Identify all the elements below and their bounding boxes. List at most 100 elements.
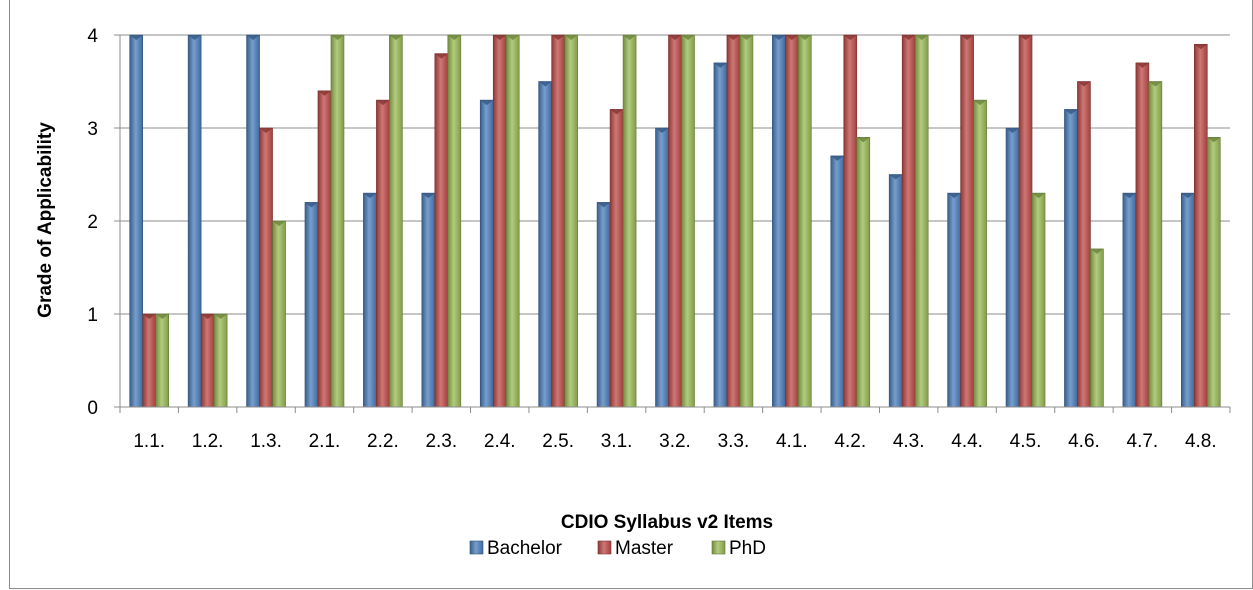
bar-cap	[304, 202, 318, 208]
bar-master-4.1.	[785, 34, 799, 408]
bar-cap	[447, 35, 461, 40]
y-tick-label: 4	[87, 26, 98, 47]
bar-phd-4.8.	[1206, 137, 1221, 408]
bar-master-4.4.	[960, 34, 974, 408]
bar-bachelor-2.4.	[479, 99, 494, 408]
x-tick-label: 2.1.	[309, 431, 341, 452]
bar-master-4.2.	[843, 34, 858, 408]
bar-cap	[597, 202, 611, 208]
bar-phd-3.3.	[739, 34, 754, 408]
bar-master-4.5.	[1018, 34, 1033, 408]
x-tick-label: 4.6.	[1068, 431, 1100, 452]
bar-bachelor-2.5.	[538, 81, 552, 408]
x-tick-label: 4.4.	[951, 431, 983, 452]
bar-master-2.2.	[376, 99, 390, 408]
bar-phd-4.3.	[914, 34, 929, 408]
x-tick-label: 2.4.	[484, 431, 516, 452]
bar-cap	[1122, 193, 1136, 199]
bar-cap	[317, 90, 331, 96]
x-tick-label: 4.8.	[1185, 431, 1217, 452]
bar-cap	[272, 221, 286, 226]
bar-master-2.1.	[317, 90, 332, 408]
bar-master-3.2.	[668, 34, 682, 408]
y-tick-label: 3	[87, 119, 98, 140]
bar-cap	[655, 128, 669, 133]
x-tick-label: 1.3.	[250, 431, 282, 452]
bar-cap	[214, 314, 228, 319]
x-tick-label: 3.2.	[659, 431, 691, 452]
bar-cap	[1077, 81, 1091, 87]
bar-cap	[480, 100, 494, 106]
bar-cap	[389, 35, 403, 40]
legend-label-master: Master	[615, 538, 674, 559]
bar-cap	[1135, 62, 1149, 68]
bar-bachelor-3.3.	[713, 62, 728, 408]
bar-cap	[551, 35, 565, 40]
x-tick-label: 4.5.	[1010, 431, 1042, 452]
x-tick-label: 1.2.	[192, 431, 224, 452]
bar-phd-1.3.	[272, 220, 286, 408]
bar-cap	[681, 35, 695, 40]
x-tick-label: 4.7.	[1127, 431, 1159, 452]
x-tick-label: 1.1.	[133, 431, 165, 452]
bar-bachelor-4.8.	[1180, 192, 1195, 408]
bar-cap	[330, 35, 344, 40]
bar-cap	[623, 35, 637, 40]
bar-bachelor-4.1.	[772, 34, 786, 408]
bar-cap	[902, 35, 916, 40]
bar-cap	[1194, 44, 1208, 50]
bar-master-4.3.	[901, 34, 916, 408]
bar-master-3.1.	[609, 109, 624, 408]
bar-phd-2.1.	[330, 34, 345, 408]
bar-cap	[1207, 137, 1221, 143]
bar-bachelor-4.3.	[888, 174, 903, 408]
bar-phd-2.3.	[447, 34, 462, 408]
bar-cap	[798, 35, 812, 40]
bar-cap	[726, 35, 740, 40]
bar-cap	[564, 35, 578, 40]
legend-label-bachelor: Bachelor	[487, 538, 563, 559]
bar-cap	[1090, 248, 1104, 254]
bar-master-1.1.	[142, 313, 157, 408]
legend-swatch-phd	[711, 540, 726, 555]
bar-phd-1.1.	[155, 313, 170, 408]
bar-master-1.3.	[259, 127, 273, 408]
y-tick-label: 1	[87, 305, 98, 326]
bar-cap	[421, 193, 435, 199]
bar-cap	[376, 100, 390, 106]
bar-bachelor-4.5.	[1005, 127, 1020, 408]
bar-cap	[785, 35, 799, 40]
x-axis-title: CDIO Syllabus v2 Items	[561, 512, 773, 533]
bar-cap	[739, 35, 753, 40]
bar-phd-3.1.	[622, 34, 637, 408]
bar-cap	[1148, 81, 1162, 87]
bar-master-2.5.	[551, 34, 565, 408]
bar-cap	[889, 174, 903, 180]
bar-phd-2.2.	[389, 34, 403, 408]
bar-master-2.4.	[492, 34, 507, 408]
bar-phd-1.2.	[213, 313, 228, 408]
bar-bachelor-2.1.	[304, 202, 319, 408]
legend-swatch-master	[597, 540, 612, 555]
bar-cap	[1019, 35, 1033, 40]
bar-cap	[493, 35, 507, 40]
bar-cap	[1064, 109, 1078, 115]
bar-phd-2.4.	[505, 34, 520, 408]
bar-master-4.6.	[1077, 81, 1091, 408]
bar-cap	[434, 53, 448, 59]
bar-bachelor-1.2.	[187, 34, 202, 408]
bar-cap	[668, 35, 682, 40]
x-tick-label: 2.3.	[425, 431, 457, 452]
x-tick-label: 4.2.	[834, 431, 866, 452]
bar-cap	[188, 35, 202, 40]
bar-phd-4.5.	[1031, 192, 1046, 408]
bar-cap	[772, 35, 786, 40]
bar-cap	[610, 109, 624, 115]
x-tick-label: 3.3.	[718, 431, 750, 452]
bar-master-4.8.	[1193, 43, 1208, 408]
legend: Bachelor Master PhD	[469, 538, 766, 559]
bar-phd-4.6.	[1090, 248, 1104, 408]
x-tick-label: 2.5.	[542, 431, 574, 452]
bar-cap	[947, 193, 961, 199]
